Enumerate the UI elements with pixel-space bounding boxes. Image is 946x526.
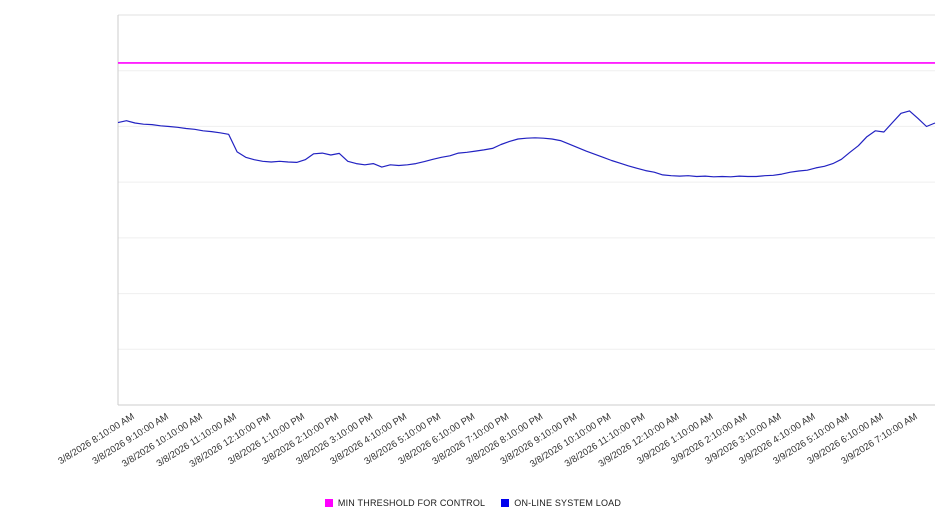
legend-item-system-load: ON-LINE SYSTEM LOAD bbox=[501, 498, 621, 508]
chart-svg: 3/8/2026 8:10:00 AM3/8/2026 9:10:00 AM3/… bbox=[56, 14, 936, 470]
legend-item-min-threshold: MIN THRESHOLD FOR CONTROL bbox=[324, 498, 486, 508]
legend-label-system-load: ON-LINE SYSTEM LOAD bbox=[514, 498, 622, 508]
legend-swatch-system-load bbox=[501, 499, 510, 507]
legend-label-min-threshold: MIN THRESHOLD FOR CONTROL bbox=[337, 498, 486, 508]
legend-swatch-min-threshold bbox=[324, 499, 333, 507]
chart-legend: MIN THRESHOLD FOR CONTROL ON-LINE SYSTEM… bbox=[0, 498, 946, 508]
load-line bbox=[117, 110, 936, 178]
